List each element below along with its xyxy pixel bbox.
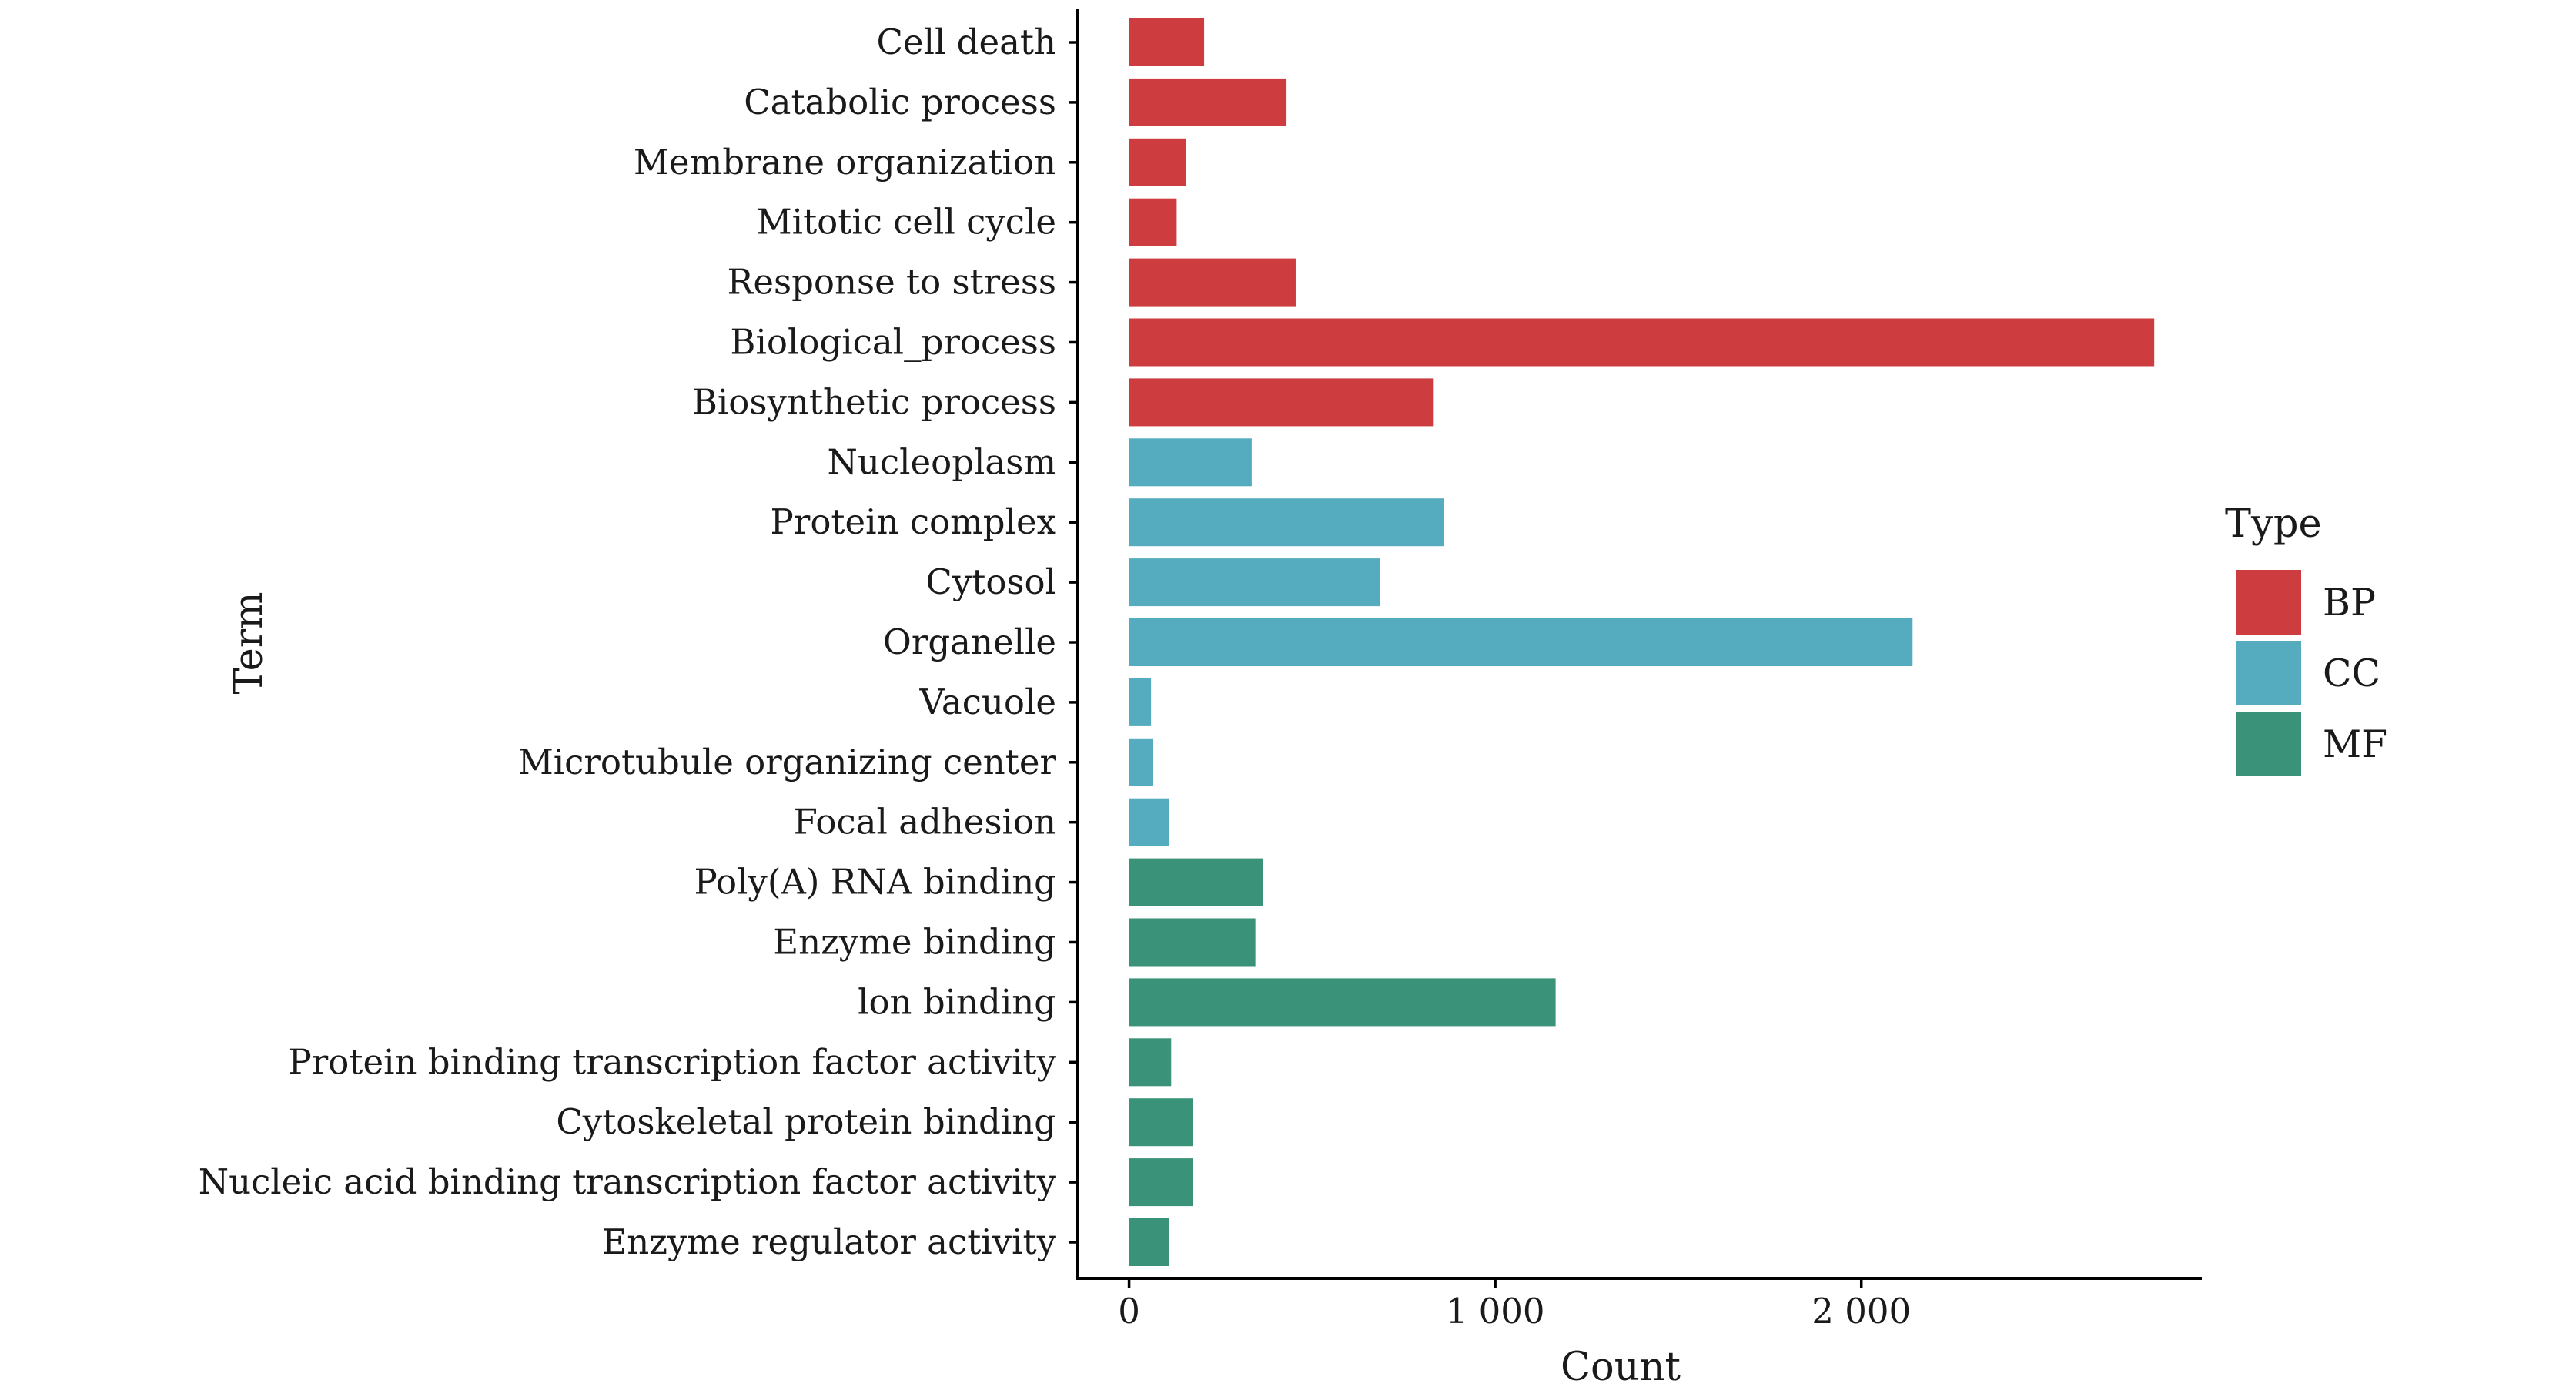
x-tick-label: 0 [1118,1291,1140,1332]
ticks-layer: Cell death Catabolic process Membrane orga… [199,22,1911,1332]
legend-key-mf [2236,712,2301,776]
bar-membrane-organization [1129,138,1186,186]
bar-enzyme-regulator-activity [1129,1218,1169,1266]
y-tick-label: Biosynthetic process [692,381,1056,422]
bar-biosynthetic-process [1129,378,1434,427]
bar-protein-complex [1129,498,1444,547]
y-tick-label: Cytoskeletal protein binding [556,1101,1056,1142]
y-tick-label: lon binding [858,981,1056,1022]
y-tick-label: Focal adhesion [794,802,1056,843]
y-tick-label: Cytosol [925,561,1056,602]
bar-microtubule-organizing-center [1129,738,1153,786]
legend-title: Type [2225,501,2322,547]
y-tick-label: Catabolic process [744,82,1056,122]
y-tick-label: Nucleoplasm [828,441,1056,482]
y-tick-label: Mitotic cell cycle [757,202,1056,243]
x-tick-label: 2 000 [1812,1291,1911,1332]
bar-organelle [1129,618,1913,666]
legend-key-cc [2236,641,2301,705]
y-tick-label: Microtubule organizing center [518,742,1057,782]
bar-vacuole [1129,678,1152,726]
bar-lon-binding [1129,978,1556,1027]
axes-layer [1076,9,2202,1280]
bar-mitotic-cell-cycle [1129,198,1177,246]
y-tick-label: Protein complex [771,501,1056,542]
legend-key-bp [2236,570,2301,635]
y-axis-title: Term [226,592,272,695]
bar-biological-process [1129,318,2155,367]
y-tick-label: Enzyme regulator activity [601,1221,1056,1262]
y-tick-label: Organelle [883,621,1056,662]
y-tick-label: Biological_process [730,322,1056,363]
legend-label-cc: CC [2323,652,2380,695]
bar-nucleic-acid-binding-transcription-factor-activity [1129,1158,1193,1207]
y-tick-label: Vacuole [919,682,1057,722]
x-tick-label: 1 000 [1446,1291,1545,1332]
y-tick-label: Poly(A) RNA binding [694,862,1056,903]
y-tick-label: Membrane organization [634,142,1056,183]
y-tick-label: Response to stress [728,262,1057,303]
bar-protein-binding-transcription-factor-activity [1129,1038,1172,1087]
bar-poly-a-rna-binding [1129,858,1263,906]
bar-focal-adhesion [1129,798,1169,846]
bar-cytosol [1129,558,1380,607]
y-tick-label: Nucleic acid binding transcription facto… [199,1161,1057,1202]
bar-cytoskeletal-protein-binding [1129,1098,1193,1147]
bar-cell-death [1129,18,1205,66]
legend-label-bp: BP [2323,581,2376,625]
legend-label-mf: MF [2323,722,2387,766]
x-axis-title: Count [1561,1345,1681,1387]
bar-nucleoplasm [1129,438,1252,487]
bars-layer [1129,18,2155,1266]
y-tick-label: Protein binding transcription factor act… [288,1041,1056,1082]
y-tick-label: Cell death [877,22,1056,62]
y-tick-label: Enzyme binding [773,922,1056,963]
bar-catabolic-process [1129,78,1287,126]
legend: Type BP CC MF [2225,501,2387,776]
bar-enzyme-binding [1129,918,1256,967]
bar-response-to-stress [1129,258,1296,307]
